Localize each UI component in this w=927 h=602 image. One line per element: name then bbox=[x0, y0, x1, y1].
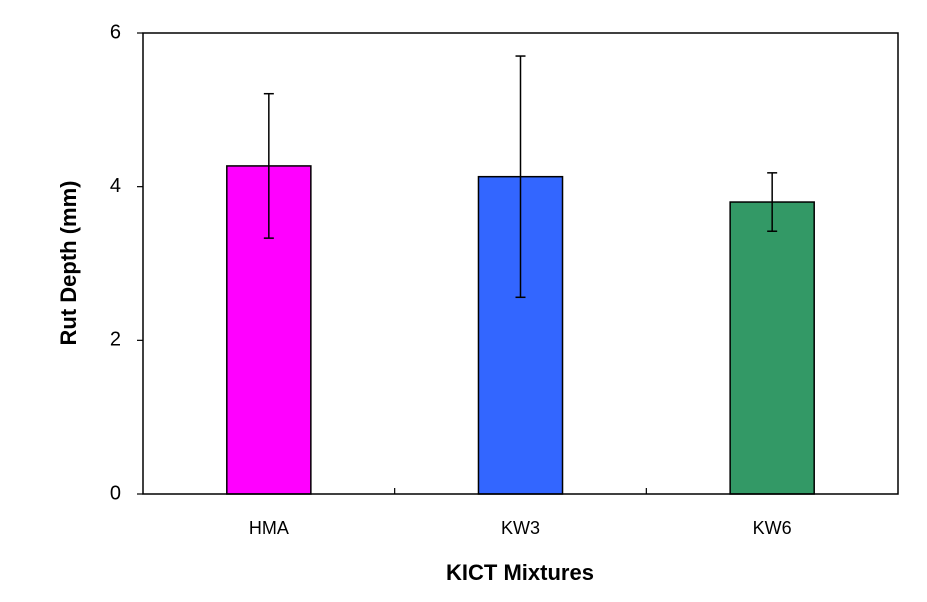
y-tick-label: 4 bbox=[110, 175, 121, 197]
x-tick-label: HMA bbox=[249, 518, 289, 538]
error-bar bbox=[767, 172, 778, 232]
y-axis-title: Rut Depth (mm) bbox=[56, 181, 81, 346]
x-axis-title: KICT Mixtures bbox=[446, 560, 594, 585]
x-tick-label: KW6 bbox=[753, 518, 792, 538]
error-bar bbox=[263, 92, 274, 239]
x-tick-label: KW3 bbox=[501, 518, 540, 538]
bar bbox=[729, 201, 815, 495]
error-bar bbox=[515, 55, 526, 299]
plot-frame bbox=[142, 32, 899, 495]
y-tick-label: 0 bbox=[110, 482, 121, 504]
y-tick-label: 6 bbox=[110, 21, 121, 43]
y-tick-label: 2 bbox=[110, 329, 121, 351]
